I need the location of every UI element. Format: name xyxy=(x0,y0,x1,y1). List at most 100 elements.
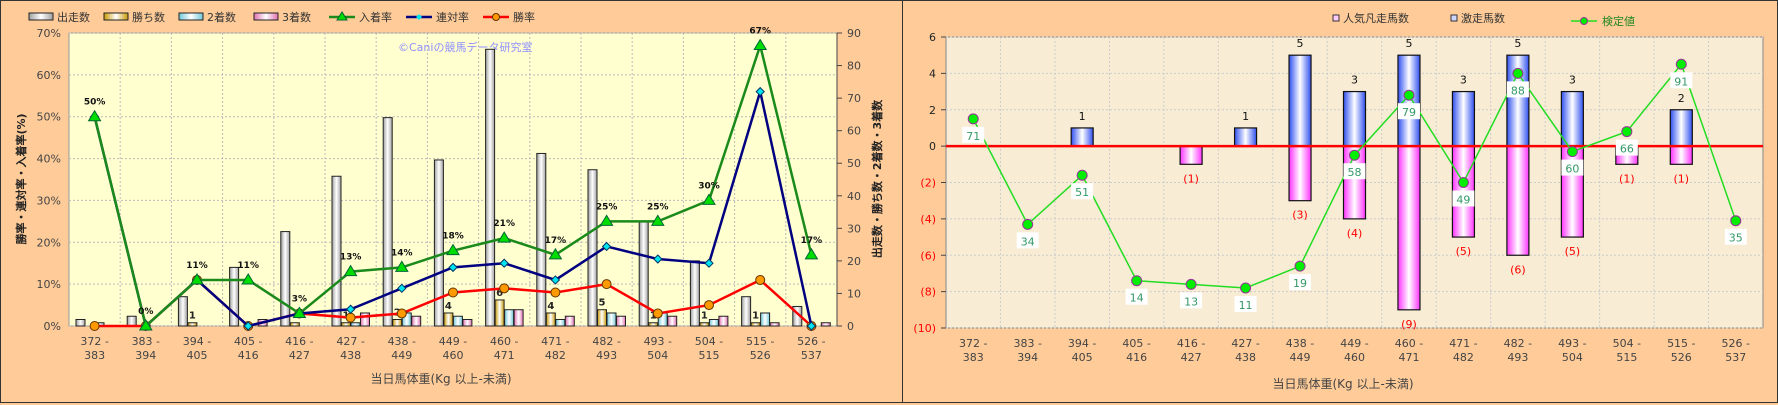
x-tick-label: 427 - xyxy=(336,335,364,348)
bar-second xyxy=(708,318,719,327)
x-tick-label: 471 - xyxy=(541,335,569,348)
x-tick-label: 438 xyxy=(340,349,361,362)
rate-data-label: 0% xyxy=(138,307,153,317)
bar-third xyxy=(616,315,626,327)
x-tick-label: 471 xyxy=(494,349,515,362)
x-tick-label: 537 xyxy=(801,349,822,362)
bar-starts xyxy=(689,260,700,327)
rate-data-label: 11% xyxy=(186,261,208,271)
watermark: ©Caniの競馬データ研究室 xyxy=(398,40,532,54)
kentei-label: 51 xyxy=(1075,186,1089,199)
legend-circle-icon xyxy=(1580,17,1588,25)
y-tick-label: (4) xyxy=(920,213,936,226)
win-count-label: 4 xyxy=(445,301,452,312)
x-axis-title: 当日馬体重(Kg 以上-未満) xyxy=(371,372,512,386)
y-left-axis-title: 勝率・連対率・入着率(%) xyxy=(14,113,28,244)
bar-starts xyxy=(331,175,342,327)
kentei-marker xyxy=(1349,149,1360,161)
kentei-label: 13 xyxy=(1184,295,1198,308)
diamond-marker xyxy=(243,321,253,331)
kentei-marker xyxy=(1185,278,1197,290)
legend-swatch xyxy=(1332,14,1340,22)
bar-second xyxy=(504,309,515,327)
x-tick-label: 416 - xyxy=(285,335,313,348)
bar-starts xyxy=(229,266,240,327)
triangle-marker xyxy=(190,272,204,285)
x-tick-label: 482 xyxy=(1453,351,1474,364)
x-tick-label: 526 - xyxy=(1722,337,1750,350)
x-tick-label: 493 xyxy=(1507,351,1528,364)
triangle-marker xyxy=(804,247,819,260)
x-tick-label: 460 xyxy=(443,349,464,362)
gekiso-label: 3 xyxy=(1460,74,1467,87)
y-right-tick-label: 80 xyxy=(847,60,861,73)
kentei-marker xyxy=(1131,275,1143,287)
triangle-marker xyxy=(753,38,768,51)
rate-count-chart: 0%10%20%30%40%50%60%70%01020304050607080… xyxy=(14,10,884,386)
x-tick-label: 526 xyxy=(1671,351,1692,364)
bar-third xyxy=(411,315,422,327)
triangle-marker xyxy=(599,214,614,226)
bar-second xyxy=(452,315,463,327)
bar-wins xyxy=(648,322,659,327)
kentei-label: 35 xyxy=(1729,232,1743,245)
x-tick-label: 460 - xyxy=(490,335,518,348)
rate-data-label: 30% xyxy=(698,181,720,191)
legend-swatch xyxy=(1450,14,1458,22)
kentei-marker xyxy=(1730,215,1742,227)
kentei-label-box xyxy=(1670,72,1693,89)
y-tick-label: 0 xyxy=(929,140,936,153)
circle-marker xyxy=(550,287,561,298)
x-tick-label: 394 - xyxy=(183,335,211,348)
kentei-label: 19 xyxy=(1293,277,1307,290)
x-tick-label: 383 - xyxy=(1013,337,1041,350)
ninki-bonso-label: (6) xyxy=(1510,263,1526,276)
x-tick-label: 405 xyxy=(1072,351,1093,364)
circle-marker xyxy=(652,308,663,319)
bar-second xyxy=(760,312,771,327)
legend-diamond-icon xyxy=(416,14,422,20)
x-tick-label: 405 xyxy=(187,349,208,362)
bar-second xyxy=(350,322,361,327)
x-tick-label: 493 xyxy=(596,349,617,362)
kentei-label-box xyxy=(1071,183,1094,200)
x-tick-label: 416 xyxy=(238,349,259,362)
x-tick-label: 493 - xyxy=(644,335,672,348)
bar-third xyxy=(513,309,524,327)
circle-marker xyxy=(499,283,510,294)
kentei-marker xyxy=(1240,282,1252,294)
x-tick-label: 427 - xyxy=(1231,337,1259,350)
y-right-tick-label: 30 xyxy=(847,222,861,235)
y-right-tick-label: 10 xyxy=(847,287,861,300)
win-count-label: 5 xyxy=(599,298,606,309)
gekiso-label: 5 xyxy=(1514,37,1521,50)
kentei-label-box xyxy=(962,126,985,143)
bar-gekiso xyxy=(1070,127,1094,147)
y-left-tick-label: 60% xyxy=(37,69,61,82)
bar-gekiso xyxy=(1288,54,1312,147)
bar-third xyxy=(462,318,473,327)
ninki-bonso-label: (1) xyxy=(1674,172,1690,185)
diamond-marker xyxy=(550,275,561,285)
x-tick-label: 416 - xyxy=(1177,337,1205,350)
triangle-marker xyxy=(446,243,460,256)
rate-data-label: 25% xyxy=(647,202,669,212)
gekiso-label: 5 xyxy=(1297,37,1304,50)
bar-wins xyxy=(494,299,505,327)
ninki-bonso-label: (5) xyxy=(1456,245,1472,258)
win-count-label: 1 xyxy=(650,311,657,322)
x-tick-label: 482 - xyxy=(1504,337,1532,350)
bar-gekiso xyxy=(1233,127,1258,147)
kentei-label-box xyxy=(1289,274,1312,291)
y-tick-label: 4 xyxy=(929,67,936,80)
bar-wins xyxy=(443,312,454,327)
y-tick-label: (6) xyxy=(920,249,936,262)
win-count-label: 1 xyxy=(701,311,708,322)
x-tick-label: 493 - xyxy=(1558,337,1586,350)
diamond-marker xyxy=(704,258,714,268)
circle-marker xyxy=(89,321,100,331)
right-chart-panel: (10) (8) (6) (4) (2) 0 2 4 6 372 -383 383 -394 394 … xyxy=(902,0,1778,403)
x-tick-label: 515 xyxy=(1616,351,1637,364)
legend-swatch xyxy=(253,12,279,21)
x-tick-label: 515 - xyxy=(1667,337,1695,350)
